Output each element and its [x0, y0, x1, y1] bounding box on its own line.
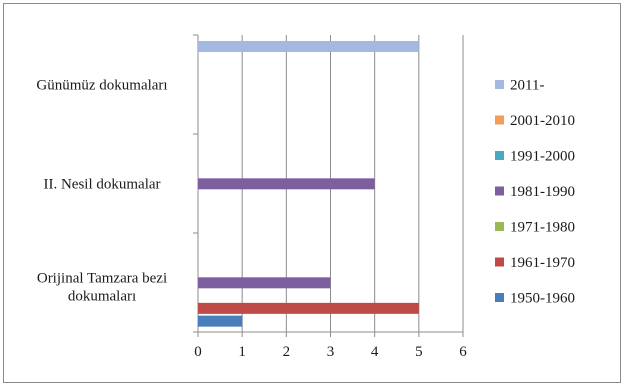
legend-swatch	[495, 293, 504, 302]
legend-label: 2001-2010	[510, 113, 575, 129]
x-tick-label: 1	[238, 344, 246, 360]
legend-swatch	[495, 115, 504, 125]
legend-label: 2011-	[510, 78, 544, 94]
x-tick-label: 0	[194, 344, 202, 360]
x-tick-labels: 0 1 2 3 4 5 6	[194, 344, 467, 360]
x-tick-label: 6	[459, 344, 467, 360]
legend-item: 1991-2000	[495, 149, 575, 165]
legend-item: 1971-1980	[495, 220, 575, 236]
legend-label: 1961-1970	[510, 255, 575, 271]
bar	[198, 315, 243, 327]
category-label: II. Nesil dokumalar	[43, 177, 160, 193]
legend-swatch	[495, 257, 504, 267]
x-tick-label: 5	[415, 344, 423, 360]
category-label: Günümüz dokumaları	[36, 78, 167, 94]
category-labels: Günümüz dokumaları II. Nesil dokumalar Ori…	[36, 78, 167, 305]
legend-swatch	[495, 80, 504, 89]
legend-label: 1981-1990	[510, 184, 575, 200]
legend-item: 1981-1990	[495, 184, 575, 200]
bar	[198, 302, 419, 314]
x-tick-label: 4	[371, 344, 379, 360]
legend-swatch	[495, 222, 504, 231]
legend: 2011- 2001-2010 1991-2000 1981-1990 1971-198…	[495, 78, 575, 307]
category-label: Orijinal Tamzara bezi dokumaları	[37, 271, 167, 305]
x-tick-label: 2	[283, 344, 291, 360]
chart-frame	[3, 3, 621, 383]
legend-item: 1950-1960	[495, 291, 575, 307]
legend-item: 1961-1970	[495, 255, 575, 271]
legend-item: 2011-	[495, 78, 544, 94]
legend-label: 1971-1980	[510, 220, 575, 236]
x-tick-label: 3	[327, 344, 335, 360]
legend-item: 2001-2010	[495, 113, 575, 129]
legend-swatch	[495, 151, 504, 160]
bar	[198, 40, 419, 52]
legend-swatch	[495, 186, 504, 196]
legend-label: 1950-1960	[510, 291, 575, 307]
legend-label: 1991-2000	[510, 149, 575, 165]
bars	[198, 40, 419, 327]
bar	[198, 178, 375, 190]
bar	[198, 277, 331, 289]
